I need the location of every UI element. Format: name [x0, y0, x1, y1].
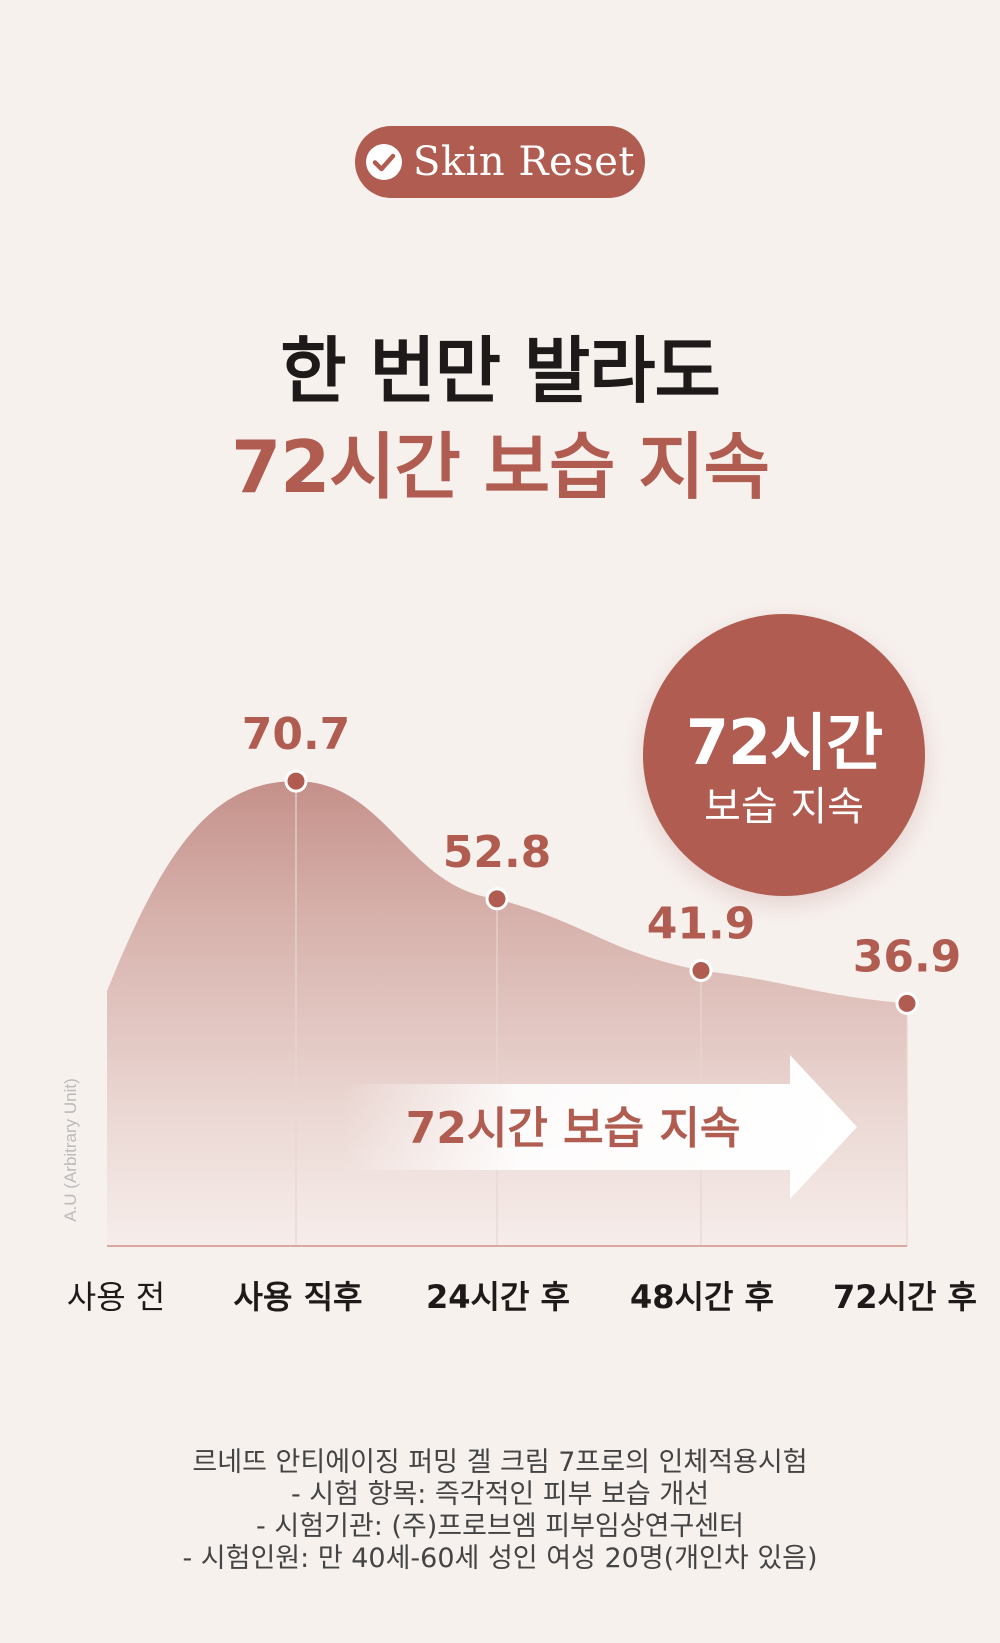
moisture-chart: 72시간 보습 지속 70.7 52.8 41.9 36.9 A.U (Arbitra… — [61, 709, 962, 1247]
data-label: 41.9 — [647, 899, 756, 950]
circle-big-text: 72시간 — [685, 706, 883, 779]
data-label: 36.9 — [853, 931, 962, 982]
footnote-line-3: - 시험기관: (주)프로브엠 피부임상연구센터 — [256, 1511, 744, 1542]
x-tick-label: 72시간 후 — [833, 1278, 977, 1316]
badge-label: Skin Reset — [413, 139, 635, 185]
data-point — [895, 991, 919, 1015]
arrow-label: 72시간 보습 지속 — [406, 1103, 741, 1154]
trend-arrow: 72시간 보습 지속 — [340, 1055, 857, 1199]
headline-line-2: 72시간 보습 지속 — [231, 425, 770, 509]
skin-reset-badge: Skin Reset — [355, 126, 645, 198]
x-tick-label: 48시간 후 — [630, 1278, 774, 1316]
x-tick-label: 24시간 후 — [426, 1278, 570, 1316]
footnote-line-1: 르네뜨 안티에이징 퍼밍 겔 크림 7프로의 인체적용시험 — [192, 1447, 808, 1478]
chart-gridlines — [295, 781, 908, 1246]
y-axis-label: A.U (Arbitrary Unit) — [61, 1078, 80, 1222]
data-label: 52.8 — [443, 827, 552, 878]
data-point — [284, 769, 308, 793]
footnote-line-2: - 시험 항목: 즉각적인 피부 보습 개선 — [290, 1479, 710, 1510]
circle-small-text: 보습 지속 — [704, 784, 864, 830]
data-label: 70.7 — [242, 709, 351, 760]
headline-line-1: 한 번만 발라도 — [280, 329, 721, 413]
chart-marks: 70.7 52.8 41.9 36.9 — [242, 709, 962, 1015]
footnote-line-4: - 시험인원: 만 40세-60세 성인 여성 20명(개인차 있음) — [182, 1543, 818, 1574]
data-point — [689, 959, 713, 983]
data-point — [485, 887, 509, 911]
x-tick-label: 사용 직후 — [233, 1278, 363, 1316]
72h-circle-badge: 72시간 보습 지속 — [643, 614, 925, 896]
check-circle-icon — [365, 143, 403, 181]
x-tick-label: 사용 전 — [66, 1278, 166, 1316]
